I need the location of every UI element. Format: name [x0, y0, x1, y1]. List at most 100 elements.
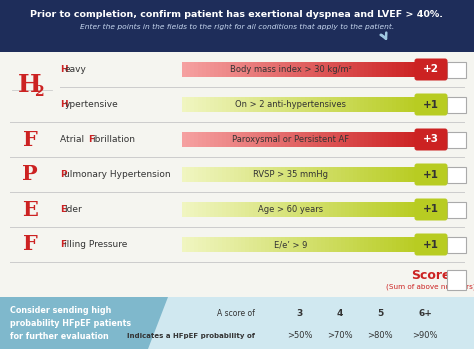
FancyBboxPatch shape [341, 237, 346, 252]
FancyBboxPatch shape [447, 237, 466, 252]
FancyBboxPatch shape [202, 167, 207, 182]
FancyBboxPatch shape [198, 167, 202, 182]
FancyBboxPatch shape [414, 163, 447, 186]
FancyBboxPatch shape [345, 97, 349, 112]
FancyBboxPatch shape [301, 62, 306, 77]
FancyBboxPatch shape [408, 202, 413, 217]
FancyBboxPatch shape [301, 97, 306, 112]
FancyBboxPatch shape [373, 202, 377, 217]
FancyBboxPatch shape [309, 237, 314, 252]
FancyBboxPatch shape [226, 62, 230, 77]
FancyBboxPatch shape [222, 62, 227, 77]
FancyBboxPatch shape [222, 167, 227, 182]
FancyBboxPatch shape [234, 97, 238, 112]
FancyBboxPatch shape [408, 237, 413, 252]
FancyBboxPatch shape [396, 97, 401, 112]
FancyBboxPatch shape [373, 62, 377, 77]
FancyBboxPatch shape [202, 62, 207, 77]
FancyBboxPatch shape [218, 237, 222, 252]
FancyBboxPatch shape [182, 97, 187, 112]
Text: +1: +1 [423, 239, 439, 250]
FancyBboxPatch shape [365, 237, 369, 252]
FancyBboxPatch shape [353, 97, 357, 112]
FancyBboxPatch shape [333, 62, 337, 77]
FancyBboxPatch shape [376, 132, 381, 147]
FancyBboxPatch shape [396, 167, 401, 182]
FancyBboxPatch shape [194, 132, 199, 147]
FancyBboxPatch shape [414, 233, 447, 255]
Text: >70%: >70% [327, 332, 353, 341]
FancyBboxPatch shape [376, 97, 381, 112]
FancyBboxPatch shape [305, 97, 310, 112]
FancyBboxPatch shape [257, 202, 262, 217]
FancyBboxPatch shape [337, 202, 341, 217]
FancyBboxPatch shape [414, 59, 447, 81]
FancyBboxPatch shape [361, 237, 365, 252]
FancyBboxPatch shape [305, 62, 310, 77]
FancyBboxPatch shape [229, 132, 234, 147]
FancyBboxPatch shape [408, 132, 413, 147]
FancyBboxPatch shape [234, 62, 238, 77]
FancyBboxPatch shape [214, 202, 219, 217]
FancyBboxPatch shape [194, 62, 199, 77]
FancyBboxPatch shape [313, 202, 318, 217]
FancyBboxPatch shape [400, 202, 405, 217]
FancyBboxPatch shape [186, 132, 191, 147]
FancyBboxPatch shape [249, 237, 254, 252]
Text: 4: 4 [337, 310, 343, 319]
FancyBboxPatch shape [254, 132, 258, 147]
FancyBboxPatch shape [218, 132, 222, 147]
FancyBboxPatch shape [368, 62, 373, 77]
FancyBboxPatch shape [241, 132, 246, 147]
FancyBboxPatch shape [206, 167, 210, 182]
FancyBboxPatch shape [361, 132, 365, 147]
FancyBboxPatch shape [317, 167, 322, 182]
FancyBboxPatch shape [368, 237, 373, 252]
FancyBboxPatch shape [380, 62, 385, 77]
FancyBboxPatch shape [365, 167, 369, 182]
FancyBboxPatch shape [365, 202, 369, 217]
FancyBboxPatch shape [285, 62, 290, 77]
Text: H: H [60, 65, 68, 74]
FancyBboxPatch shape [289, 132, 294, 147]
FancyBboxPatch shape [376, 202, 381, 217]
Text: E: E [60, 205, 66, 214]
FancyBboxPatch shape [297, 202, 302, 217]
FancyBboxPatch shape [261, 202, 266, 217]
FancyBboxPatch shape [202, 97, 207, 112]
Text: On > 2 anti-hypertensives: On > 2 anti-hypertensives [236, 100, 346, 109]
FancyBboxPatch shape [249, 97, 254, 112]
FancyBboxPatch shape [265, 132, 270, 147]
FancyBboxPatch shape [226, 237, 230, 252]
Text: 6+: 6+ [418, 310, 432, 319]
FancyBboxPatch shape [396, 62, 401, 77]
FancyBboxPatch shape [313, 97, 318, 112]
FancyBboxPatch shape [214, 237, 219, 252]
FancyBboxPatch shape [182, 167, 187, 182]
FancyBboxPatch shape [368, 97, 373, 112]
FancyBboxPatch shape [194, 97, 199, 112]
FancyBboxPatch shape [333, 202, 337, 217]
Text: >90%: >90% [412, 332, 438, 341]
FancyBboxPatch shape [365, 97, 369, 112]
FancyBboxPatch shape [305, 237, 310, 252]
FancyBboxPatch shape [269, 237, 274, 252]
FancyBboxPatch shape [317, 132, 322, 147]
FancyBboxPatch shape [337, 62, 341, 77]
FancyBboxPatch shape [392, 62, 397, 77]
FancyBboxPatch shape [257, 97, 262, 112]
FancyBboxPatch shape [309, 202, 314, 217]
FancyBboxPatch shape [447, 269, 466, 290]
FancyBboxPatch shape [388, 97, 393, 112]
FancyBboxPatch shape [261, 167, 266, 182]
FancyBboxPatch shape [414, 128, 447, 150]
FancyBboxPatch shape [234, 237, 238, 252]
FancyBboxPatch shape [297, 97, 302, 112]
FancyBboxPatch shape [277, 132, 282, 147]
FancyBboxPatch shape [348, 202, 353, 217]
FancyBboxPatch shape [246, 167, 250, 182]
FancyBboxPatch shape [388, 237, 393, 252]
FancyBboxPatch shape [261, 237, 266, 252]
FancyBboxPatch shape [400, 132, 405, 147]
FancyBboxPatch shape [447, 166, 466, 183]
